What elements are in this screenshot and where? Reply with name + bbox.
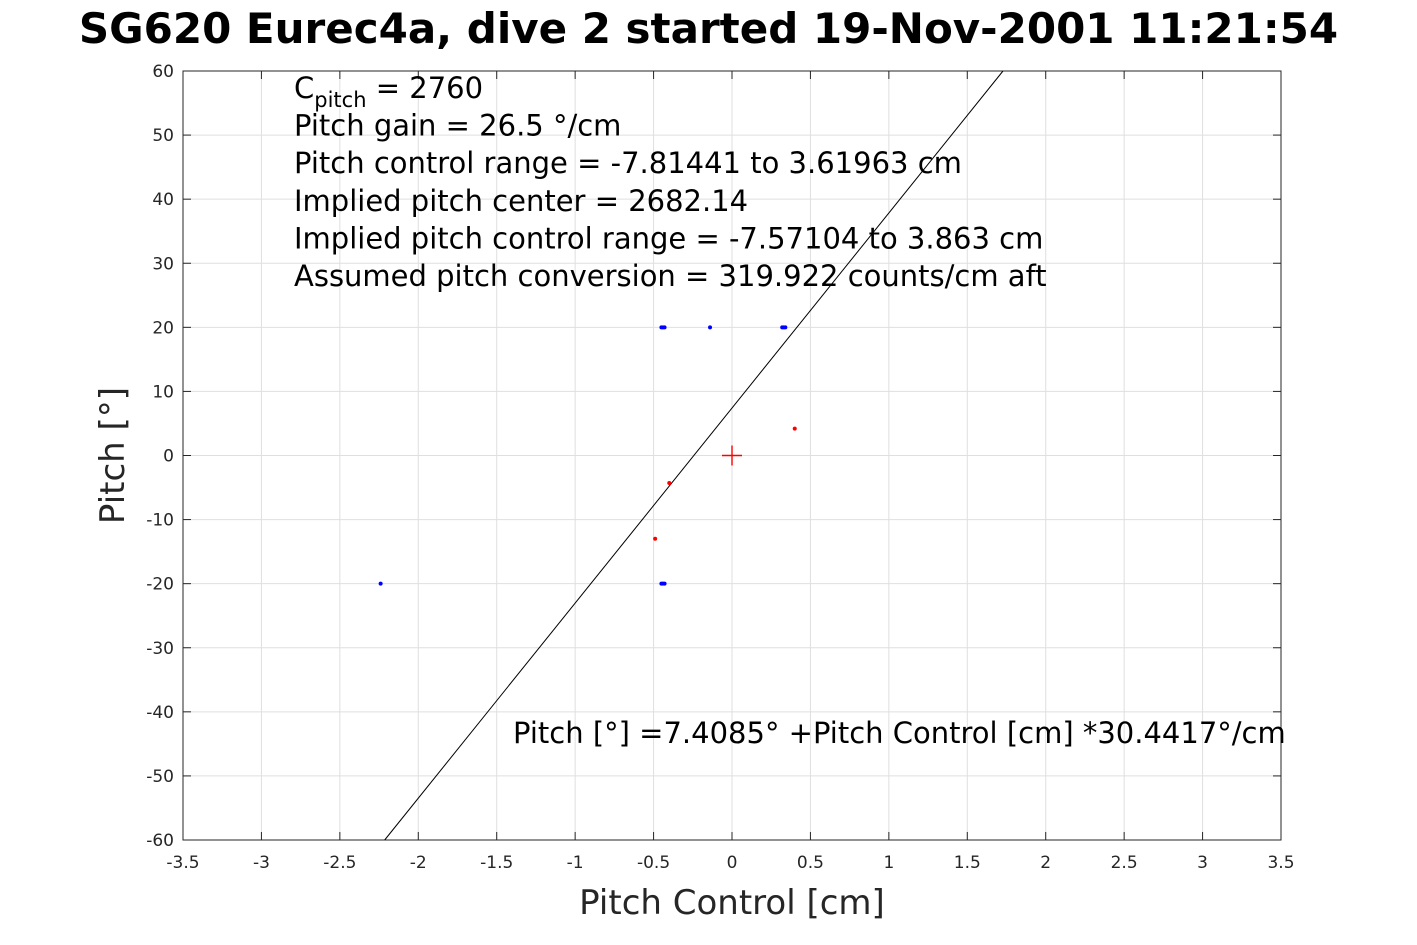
x-tick-label: 2 <box>1040 853 1051 873</box>
x-tick-label: -2.5 <box>323 853 356 873</box>
y-tick-label: 10 <box>152 382 174 402</box>
data-points <box>378 325 797 586</box>
axis-ticks <box>182 70 1282 841</box>
data-point <box>378 581 383 586</box>
y-tick-label: -20 <box>146 575 174 595</box>
y-tick-label: 50 <box>152 126 174 146</box>
data-point <box>708 325 713 330</box>
data-point <box>783 325 788 330</box>
annotation-line: Assumed pitch conversion = 319.922 count… <box>294 259 1047 293</box>
annotation-line: Implied pitch center = 2682.14 <box>294 184 748 218</box>
annotation-line: Pitch gain = 26.5 °/cm <box>294 109 621 143</box>
x-tick-label: 3.5 <box>1267 853 1294 873</box>
x-tick-label: -3.5 <box>166 853 199 873</box>
y-tick-label: 30 <box>152 254 174 274</box>
x-tick-label: -3 <box>253 853 270 873</box>
y-tick-label: -10 <box>146 511 174 531</box>
chart-title: SG620 Eurec4a, dive 2 started 19-Nov-200… <box>78 4 1339 53</box>
annotation-line: Cpitch = 2760 <box>294 71 483 112</box>
tick-labels: -3.5 -3 -2.5 -2 -1.5 -1 -0.5 0 0.5 1 1.5 2 2.5 3 3.5 -6… <box>146 62 1294 873</box>
x-tick-label: -1.5 <box>480 853 513 873</box>
y-tick-label: 20 <box>152 318 174 338</box>
y-tick-label: -60 <box>146 831 174 851</box>
y-tick-label: 0 <box>163 447 174 467</box>
y-tick-label: 40 <box>152 190 174 210</box>
x-tick-label: 0.5 <box>797 853 824 873</box>
x-tick-label: 1 <box>883 853 894 873</box>
y-tick-label: -30 <box>146 639 174 659</box>
y-tick-label: -50 <box>146 767 174 787</box>
data-point <box>792 426 797 431</box>
data-point <box>659 581 664 586</box>
y-axis-label: Pitch [°] <box>93 387 133 524</box>
x-tick-label: -1 <box>567 853 584 873</box>
fit-line <box>384 70 1004 841</box>
x-tick-label: 1.5 <box>954 853 981 873</box>
annotation-line: Pitch control range = -7.81441 to 3.6196… <box>294 146 962 180</box>
x-tick-label: -0.5 <box>637 853 670 873</box>
data-point <box>667 481 672 486</box>
x-tick-label: 2.5 <box>1111 853 1138 873</box>
fit-equation-label: Pitch [°] =7.4085° +Pitch Control [cm] *… <box>513 716 1286 750</box>
x-axis-label: Pitch Control [cm] <box>579 883 885 923</box>
y-tick-label: 60 <box>152 62 174 82</box>
data-point <box>653 536 658 541</box>
y-tick-label: -40 <box>146 703 174 723</box>
x-tick-label: 3 <box>1197 853 1208 873</box>
annotation-line: Implied pitch control range = -7.57104 t… <box>294 221 1043 255</box>
fit-layer <box>384 70 1004 841</box>
x-tick-label: 0 <box>727 853 738 873</box>
x-tick-label: -2 <box>410 853 427 873</box>
data-point <box>659 325 664 330</box>
